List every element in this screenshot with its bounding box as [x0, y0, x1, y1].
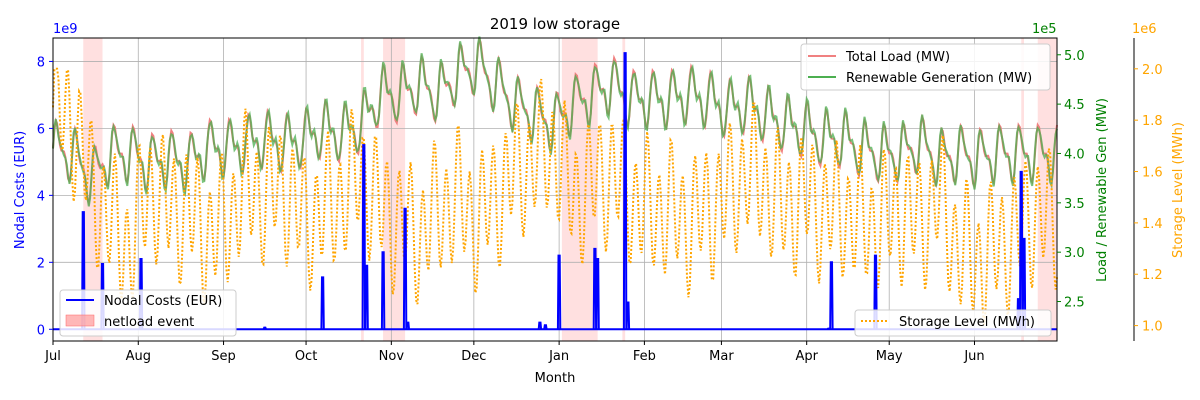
legend-label-nodal-costs: Nodal Costs (EUR): [104, 294, 222, 309]
left-axis-label: Nodal Costs (EUR): [13, 131, 28, 249]
x-tick-label: Mar: [709, 349, 734, 364]
left-tick-label: 6: [37, 122, 45, 137]
legend-upper-right: Total Load (MW) Renewable Generation (MW…: [800, 43, 1051, 91]
nodal-cost-spike: [1021, 237, 1027, 330]
storage-level-series: [52, 67, 1058, 325]
nodal-cost-spike: [262, 326, 267, 330]
netload-event-band: [1037, 38, 1057, 341]
nodal-cost-spike: [320, 276, 325, 330]
left-tick-label: 0: [37, 323, 45, 338]
legend-label-renewable-generation: Renewable Generation (MW): [846, 71, 1032, 86]
x-tick-label: Nov: [379, 349, 405, 364]
x-tick-label: Aug: [126, 349, 151, 364]
storage-level-line: [52, 67, 1058, 325]
storage-axis-ticks: 1.0 1.2 1.4 1.6 1.8 2.0: [1134, 63, 1163, 335]
load-tick-label: 5.0: [1064, 49, 1085, 64]
nodal-cost-spike: [402, 207, 408, 330]
storage-tick-label: 1.8: [1142, 114, 1163, 129]
x-axis-label: Month: [535, 371, 576, 386]
nodal-cost-spike: [556, 254, 562, 330]
left-axis-multiplier: 1e9: [53, 22, 78, 37]
nodal-cost-spike: [829, 261, 834, 330]
load-tick-label: 2.5: [1064, 296, 1085, 311]
left-tick-label: 2: [37, 256, 45, 271]
x-tick-label: May: [876, 349, 903, 364]
renewable-generation-line: [52, 36, 1058, 207]
nodal-cost-spike: [1019, 170, 1024, 330]
storage-tick-label: 2.0: [1142, 63, 1163, 78]
legend-swatch-netload-event: [65, 314, 95, 327]
load-tick-label: 3.5: [1064, 197, 1085, 212]
nodal-cost-spike: [380, 251, 386, 330]
nodal-cost-spike: [537, 321, 543, 330]
storage-axis-multiplier: 1e6: [1132, 22, 1157, 37]
load-axis-label: Load / Renewable Gen (MW): [1095, 98, 1110, 282]
legend-lower-left: Nodal Costs (EUR) netload event: [59, 289, 237, 337]
storage-tick-label: 1.6: [1142, 166, 1163, 181]
x-tick-label: Jul: [44, 349, 61, 364]
x-axis-ticks: Jul Aug Sep Oct Nov Dec Jan Feb Mar Apr May Jun: [44, 341, 985, 364]
nodal-cost-spike: [361, 144, 366, 330]
nodal-cost-spike: [595, 258, 600, 330]
x-tick-label: Dec: [461, 349, 486, 364]
legend-label-netload-event: netload event: [104, 315, 194, 330]
netload-event-band: [383, 38, 406, 341]
load-axis-multiplier: 1e5: [1032, 22, 1057, 37]
nodal-cost-spike: [622, 52, 628, 330]
x-tick-label: Feb: [633, 349, 656, 364]
load-axis-ticks: 2.5 3.0 3.5 4.0 4.5 5.0: [1057, 49, 1085, 311]
left-axis-ticks: 0 2 4 6 8: [37, 55, 53, 338]
legend-box: [800, 43, 1051, 91]
x-tick-label: Apr: [795, 349, 818, 364]
legend-label-storage-level: Storage Level (MWh): [899, 315, 1035, 330]
left-tick-label: 4: [37, 189, 45, 204]
legend-lower-right: Storage Level (MWh): [854, 309, 1052, 337]
nodal-cost-spike: [625, 301, 631, 330]
storage-tick-label: 1.2: [1142, 268, 1163, 283]
storage-tick-label: 1.0: [1142, 320, 1163, 335]
legend-box: [854, 309, 1052, 337]
left-tick-label: 8: [37, 55, 45, 70]
renewable-generation-series: [52, 36, 1058, 207]
load-tick-label: 4.5: [1064, 98, 1085, 113]
load-tick-label: 3.0: [1064, 246, 1085, 261]
x-tick-label: Sep: [211, 349, 236, 364]
nodal-cost-spike: [405, 321, 410, 330]
chart-title: 2019 low storage: [490, 15, 620, 33]
legend-label-total-load: Total Load (MW): [845, 50, 950, 65]
nodal-cost-spike: [81, 211, 86, 330]
x-tick-label: Oct: [295, 349, 317, 364]
nodal-cost-spike: [873, 254, 878, 330]
storage-axis-label: Storage Level (MWh): [1171, 122, 1186, 258]
legend-box: [59, 289, 237, 337]
x-tick-label: Jan: [548, 349, 569, 364]
x-tick-label: Jun: [963, 349, 984, 364]
load-tick-label: 4.0: [1064, 147, 1085, 162]
nodal-cost-spike: [543, 324, 548, 330]
plot-frame: [52, 37, 1058, 342]
nodal-cost-spike: [364, 264, 369, 330]
storage-tick-label: 1.4: [1142, 217, 1163, 232]
